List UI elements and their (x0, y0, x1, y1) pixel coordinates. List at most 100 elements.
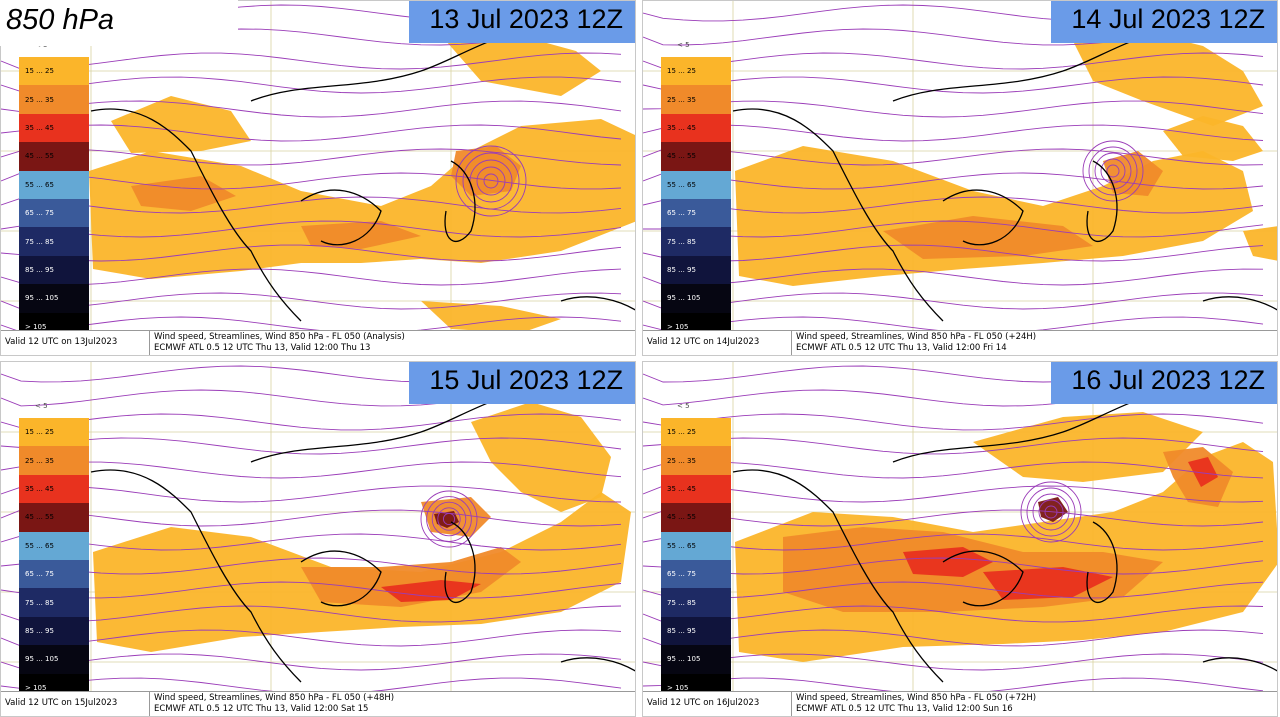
coastline (942, 189, 1024, 246)
wind-speed-map (1, 1, 635, 333)
wind-speed-area (1038, 497, 1068, 522)
streamline (1, 653, 622, 671)
wind-speed-area (1163, 116, 1263, 161)
product-description: Wind speed, Streamlines, Wind 850 hPa - … (154, 693, 395, 703)
wind-speed-area (1073, 31, 1263, 126)
wind-speed-area (983, 567, 1113, 600)
streamline (1, 509, 622, 527)
circulation-streamline (1044, 505, 1058, 519)
legend-swatch: 35 ... 45 (661, 474, 731, 504)
legend-swatch: 25 ... 35 (661, 446, 731, 475)
coastlines (732, 391, 1277, 683)
wind-speed-area (735, 146, 1253, 286)
legend-swatch: 75 ... 85 (661, 227, 731, 256)
legend-swatch: 45 ... 55 (19, 142, 89, 171)
streamline (1, 629, 622, 647)
streamline (643, 509, 1264, 527)
legend-swatch: 55 ... 65 (19, 170, 89, 199)
legend-swatch: 85 ... 95 (19, 255, 89, 285)
streamline (643, 485, 1264, 503)
valid-date-label: 14 Jul 2023 12Z (1051, 1, 1277, 43)
streamline (643, 653, 1264, 671)
circulation-streamline (476, 166, 506, 196)
wind-speed-shading (89, 36, 635, 333)
coastlines (90, 391, 635, 683)
streamline (643, 557, 1264, 575)
legend-swatch: 75 ... 85 (661, 588, 731, 617)
legend-swatch: 65 ... 75 (661, 198, 731, 228)
level-label: 850 hPa (0, 0, 238, 46)
wind-speed-legend: 15 ... 25 25 ... 35 35 ... 45 45 ... 55 55 .… (661, 418, 731, 702)
streamline (1, 220, 622, 238)
valid-time-text: Valid 12 UTC on 15Jul2023 (5, 698, 118, 708)
circulation-streamline (1088, 146, 1138, 196)
footer-divider (791, 692, 792, 716)
coastline (732, 108, 944, 322)
legend-swatch: 65 ... 75 (661, 559, 731, 589)
wind-speed-area (301, 221, 421, 249)
legend-swatch: 45 ... 55 (19, 503, 89, 532)
footer-divider (791, 331, 792, 355)
wind-speed-area (131, 176, 236, 211)
streamline (643, 533, 1264, 551)
wind-speed-area (973, 412, 1203, 482)
streamline (1, 485, 622, 503)
forecast-panel-14jul: < 5 15 ... 25 25 ... 35 35 ... 45 45 ... 55 5… (642, 0, 1278, 356)
coastlines (90, 30, 635, 322)
legend-swatch: 65 ... 75 (19, 559, 89, 589)
circulation-streamline (420, 490, 478, 548)
streamline (643, 124, 1264, 142)
map-footer: Valid 12 UTC on 16Jul2023 Wind speed, Str… (643, 691, 1277, 716)
streamline (1, 605, 622, 623)
streamline (1, 100, 622, 118)
streamline (643, 437, 1264, 455)
streamline (643, 52, 1264, 70)
product-description: Wind speed, Streamlines, Wind 850 hPa - … (154, 332, 405, 342)
coastline (250, 391, 522, 463)
circulation-streamline (442, 512, 456, 526)
run-info: ECMWF ATL 0.5 12 UTC Thu 13, Valid 12:00… (154, 343, 371, 353)
coastline (732, 469, 944, 683)
streamline (643, 629, 1264, 647)
streamline (1, 268, 622, 286)
streamline (643, 196, 1264, 214)
streamline (1, 461, 622, 479)
legend-below-min: < 5 (677, 402, 690, 410)
circulation-streamline (437, 507, 461, 531)
valid-date-label: 15 Jul 2023 12Z (409, 362, 635, 404)
wind-speed-map (1, 362, 635, 694)
footer-divider (149, 692, 150, 716)
coastline (250, 30, 522, 102)
streamline (1, 148, 622, 166)
streamline (643, 605, 1264, 623)
streamline (1, 292, 622, 310)
legend-below-min: < 5 (35, 402, 48, 410)
streamline (1, 244, 622, 262)
map-footer: Valid 12 UTC on 13Jul2023 Wind speed, Str… (1, 330, 635, 355)
streamline (643, 268, 1264, 286)
streamline (1, 124, 622, 142)
coastline (1086, 160, 1118, 243)
legend-swatch: 85 ... 95 (661, 255, 731, 285)
wind-speed-area (1243, 226, 1277, 261)
legend-swatch: 55 ... 65 (661, 170, 731, 199)
streamline (643, 172, 1264, 190)
wind-speed-shading (735, 412, 1277, 662)
wind-speed-map (643, 1, 1277, 333)
legend-swatch: 35 ... 45 (19, 113, 89, 143)
streamline (1, 76, 622, 94)
legend-swatch: 15 ... 25 (661, 57, 731, 86)
coastline (444, 521, 476, 604)
legend-swatch: 55 ... 65 (19, 531, 89, 560)
run-info: ECMWF ATL 0.5 12 UTC Thu 13, Valid 12:00… (796, 704, 1013, 714)
wind-speed-area (421, 301, 561, 333)
legend-swatch: 95 ... 105 (661, 284, 731, 313)
wind-speed-area (111, 96, 251, 153)
legend-swatch: 35 ... 45 (19, 474, 89, 504)
circulation-streamline (455, 145, 527, 217)
coastline (444, 160, 476, 243)
run-info: ECMWF ATL 0.5 12 UTC Thu 13, Valid 12:00… (154, 704, 369, 714)
legend-swatch: 95 ... 105 (661, 645, 731, 674)
legend-swatch: 25 ... 35 (19, 85, 89, 114)
